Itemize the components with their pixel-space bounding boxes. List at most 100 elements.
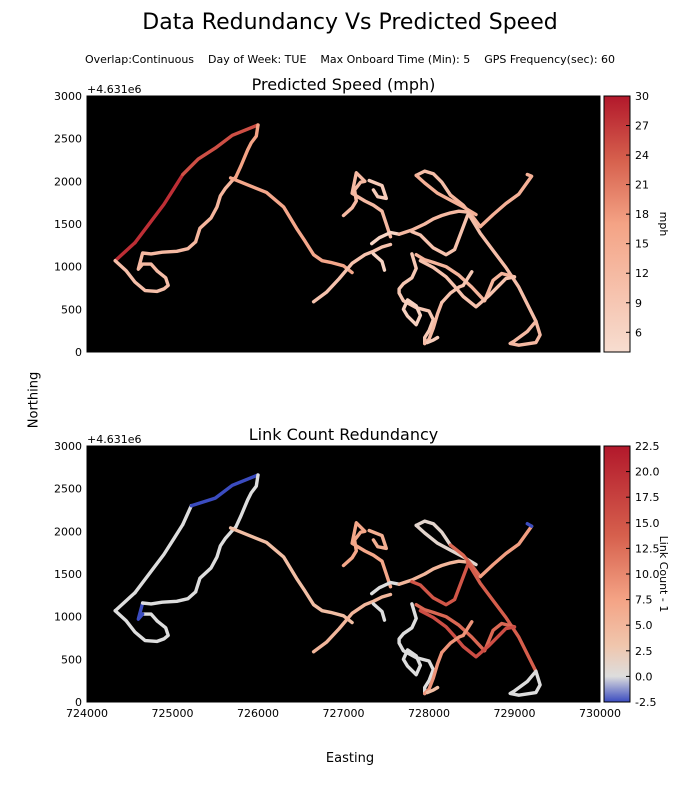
link-segment bbox=[397, 252, 435, 346]
x-tick-label: 725000 bbox=[152, 707, 194, 720]
colorbar-tick-label: 12 bbox=[635, 267, 649, 280]
link-segment bbox=[478, 524, 534, 579]
x-tick-label: 726000 bbox=[237, 707, 279, 720]
colorbar-tick-label: 7.5 bbox=[635, 594, 653, 607]
y-tick-label: 500 bbox=[61, 653, 82, 666]
link-segment bbox=[113, 591, 137, 613]
colorbar bbox=[603, 95, 631, 353]
colorbar-tick-label: 15.0 bbox=[635, 517, 660, 530]
link-segment bbox=[461, 270, 474, 288]
link-segment bbox=[228, 526, 354, 625]
link-segment bbox=[136, 240, 198, 273]
link-segment bbox=[370, 580, 401, 596]
link-segment bbox=[341, 171, 393, 239]
colorbar-tick-label: -2.5 bbox=[635, 696, 656, 709]
link-segment bbox=[478, 172, 534, 229]
link-segment bbox=[397, 602, 435, 696]
link-segment bbox=[425, 685, 440, 695]
link-segment bbox=[425, 335, 440, 345]
figure-title: Data Redundancy Vs Predicted Speed bbox=[142, 10, 558, 35]
link-segment bbox=[397, 209, 470, 236]
link-segment bbox=[140, 612, 159, 623]
y-tick-label: 500 bbox=[61, 303, 82, 316]
colorbar-tick-label: 22.5 bbox=[635, 440, 660, 453]
colorbar-tick-label: 27 bbox=[635, 120, 649, 133]
link-segment bbox=[234, 473, 260, 529]
link-segment bbox=[423, 300, 444, 346]
x-tick-label: 724000 bbox=[66, 707, 108, 720]
colorbar-tick-label: 15 bbox=[635, 238, 649, 251]
colorbar-tick-label: 2.5 bbox=[635, 645, 653, 658]
link-segment bbox=[410, 563, 470, 607]
plot-background bbox=[87, 96, 600, 352]
link-segment bbox=[418, 259, 517, 309]
link-segment bbox=[193, 525, 238, 594]
link-segment bbox=[508, 319, 542, 347]
link-segment bbox=[133, 522, 185, 595]
link-segment bbox=[113, 259, 170, 294]
link-segment bbox=[525, 522, 534, 528]
link-segment bbox=[401, 298, 423, 327]
link-segment bbox=[414, 169, 453, 197]
data-lines bbox=[113, 473, 542, 697]
y-tick-label: 2000 bbox=[54, 175, 82, 188]
chart-panel-1: Predicted Speed (mph) 0 500 1000 1500 2000 250… bbox=[54, 75, 670, 359]
x-tick-label: 729000 bbox=[494, 707, 536, 720]
colorbar-tick-label: 24 bbox=[635, 149, 649, 162]
link-segment bbox=[410, 213, 470, 257]
colorbar-tick-label: 5.0 bbox=[635, 619, 653, 632]
link-segment bbox=[423, 650, 444, 696]
data-lines bbox=[113, 123, 542, 347]
y-tick-label: 2500 bbox=[54, 483, 82, 496]
y-tick-label: 2500 bbox=[54, 133, 82, 146]
link-segment bbox=[397, 559, 470, 586]
panel-title: Link Count Redundancy bbox=[249, 425, 439, 444]
colorbar-tick-label: 21 bbox=[635, 179, 649, 192]
link-segment bbox=[113, 241, 137, 263]
y-tick-label: 1500 bbox=[54, 218, 82, 231]
colorbar-label: mph bbox=[657, 212, 670, 237]
y-tick-label: 1000 bbox=[54, 611, 82, 624]
link-segment bbox=[181, 123, 260, 177]
link-segment bbox=[311, 592, 393, 654]
link-segment bbox=[465, 210, 538, 323]
y-tick-label: 0 bbox=[75, 346, 82, 359]
colorbar-tick-label: 6 bbox=[635, 326, 642, 339]
x-tick-label: 728000 bbox=[408, 707, 450, 720]
link-segment bbox=[418, 609, 517, 659]
chart-panel-2: Link Count Redundancy 0 500 1000 1500 2000 250… bbox=[54, 425, 670, 720]
colorbar-tick-label: 18 bbox=[635, 208, 649, 221]
colorbar bbox=[603, 445, 631, 703]
colorbar-tick-label: 30 bbox=[635, 90, 649, 103]
link-segment bbox=[140, 590, 198, 606]
link-segment bbox=[440, 283, 465, 305]
link-segment bbox=[440, 633, 465, 655]
y-tick-label: 0 bbox=[75, 696, 82, 709]
colorbar-tick-label: 20.0 bbox=[635, 466, 660, 479]
figure-subtitle: Overlap:Continuous Day of Week: TUE Max … bbox=[84, 53, 616, 66]
link-segment bbox=[311, 242, 393, 304]
link-segment bbox=[465, 560, 538, 673]
colorbar-label: Link Count - 1 bbox=[657, 536, 670, 613]
link-segment bbox=[448, 543, 482, 579]
link-segment bbox=[414, 519, 453, 547]
colorbar-tick-label: 9 bbox=[635, 297, 642, 310]
y-tick-label: 1500 bbox=[54, 568, 82, 581]
panel-title: Predicted Speed (mph) bbox=[252, 75, 436, 94]
link-segment bbox=[367, 528, 388, 551]
colorbar-tick-label: 0.0 bbox=[635, 670, 653, 683]
link-segment bbox=[508, 669, 542, 697]
link-segment bbox=[189, 473, 260, 508]
colorbar-tick-label: 17.5 bbox=[635, 491, 660, 504]
link-segment bbox=[370, 230, 401, 246]
plot-background bbox=[87, 446, 600, 702]
link-segment bbox=[228, 176, 354, 275]
link-segment bbox=[234, 123, 260, 179]
x-axis-label: Easting bbox=[325, 751, 375, 766]
link-segment bbox=[133, 172, 185, 245]
link-segment bbox=[367, 178, 388, 201]
link-segment bbox=[113, 609, 170, 644]
link-segment bbox=[448, 193, 482, 229]
link-segment bbox=[136, 601, 145, 621]
